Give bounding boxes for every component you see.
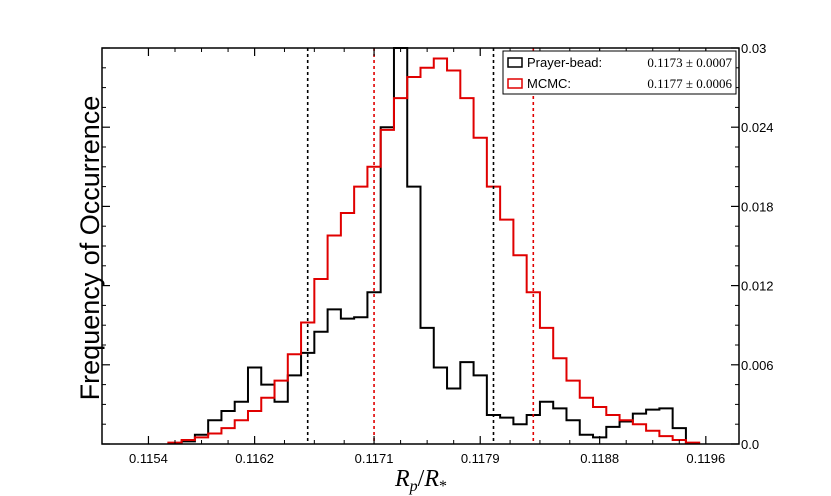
histogram-bin — [208, 433, 221, 444]
x-tick-label: 0.1179 — [461, 451, 500, 466]
histogram-bin — [328, 235, 341, 444]
histogram-bin — [288, 354, 301, 444]
x-tick-label: 0.1162 — [235, 451, 274, 466]
histogram-bin — [421, 68, 434, 444]
histogram-bin — [566, 381, 579, 444]
histogram-bin — [513, 255, 526, 444]
y-tick-label: 0.0 — [741, 437, 759, 452]
x-axis-label: Rp/R* — [394, 466, 447, 495]
legend: Prayer-bead: 0.1173 ± 0.0007 MCMC: 0.117… — [502, 50, 737, 95]
x-label-den-sub: * — [439, 478, 447, 495]
histogram-bin — [580, 398, 593, 444]
histogram-bin — [235, 420, 248, 444]
histogram-bin — [407, 77, 420, 444]
x-tick-label: 0.1171 — [355, 451, 394, 466]
y-tick-label: 0.03 — [741, 41, 766, 56]
histogram-bin — [394, 98, 407, 444]
axis-ticks: 0.1154 0.1162 0.1171 0.1179 0.1188 0.11960.00… — [102, 41, 774, 466]
histogram-bin — [540, 328, 553, 444]
legend-swatch-mcmc — [507, 78, 523, 89]
series-layer — [167, 47, 701, 444]
y-tick-label: 0.024 — [741, 120, 774, 135]
histogram-bin — [606, 415, 619, 444]
legend-label-mcmc: MCMC: — [527, 76, 571, 91]
legend-swatch-prayer-bead — [507, 57, 523, 68]
histogram-bin — [659, 436, 672, 444]
histogram-bin — [487, 187, 500, 444]
histogram-bin — [381, 130, 394, 444]
x-label-slash: / — [418, 466, 425, 492]
legend-value-mcmc: 0.1177 ± 0.0006 — [647, 76, 732, 91]
histogram-outline — [167, 57, 701, 444]
histogram-bin — [354, 187, 367, 444]
histogram-bin — [474, 138, 487, 444]
y-tick-label: 0.006 — [741, 358, 774, 373]
histogram-bin — [500, 220, 513, 444]
histogram-bin — [341, 213, 354, 444]
series-1 — [167, 57, 701, 444]
y-axis-label: Frequency of Occurrence — [75, 96, 105, 401]
histogram-bin — [447, 70, 460, 444]
histogram-bin — [275, 381, 288, 444]
x-label-sub: p — [409, 478, 418, 495]
x-label-den-base: R — [423, 466, 439, 492]
legend-box — [502, 50, 737, 95]
y-tick-label: 0.018 — [741, 199, 774, 214]
legend-value-prayer-bead: 0.1173 ± 0.0007 — [647, 55, 732, 70]
interval-lines — [306, 48, 535, 444]
x-tick-label: 0.1154 — [129, 451, 168, 466]
series-0 — [180, 47, 687, 444]
histogram-bin — [261, 398, 274, 444]
histogram-bin — [553, 358, 566, 444]
x-tick-label: 0.1196 — [686, 451, 725, 466]
histogram-bin — [434, 59, 447, 444]
legend-label-prayer-bead: Prayer-bead: — [527, 55, 602, 70]
x-tick-label: 0.1188 — [580, 451, 619, 466]
histogram-bin — [301, 323, 314, 444]
histogram-bin — [314, 279, 327, 444]
histogram-outline — [180, 47, 687, 444]
y-tick-label: 0.012 — [741, 279, 774, 294]
histogram-bin — [460, 98, 473, 444]
histogram-bin — [633, 424, 646, 444]
x-label-base: R — [394, 466, 410, 492]
